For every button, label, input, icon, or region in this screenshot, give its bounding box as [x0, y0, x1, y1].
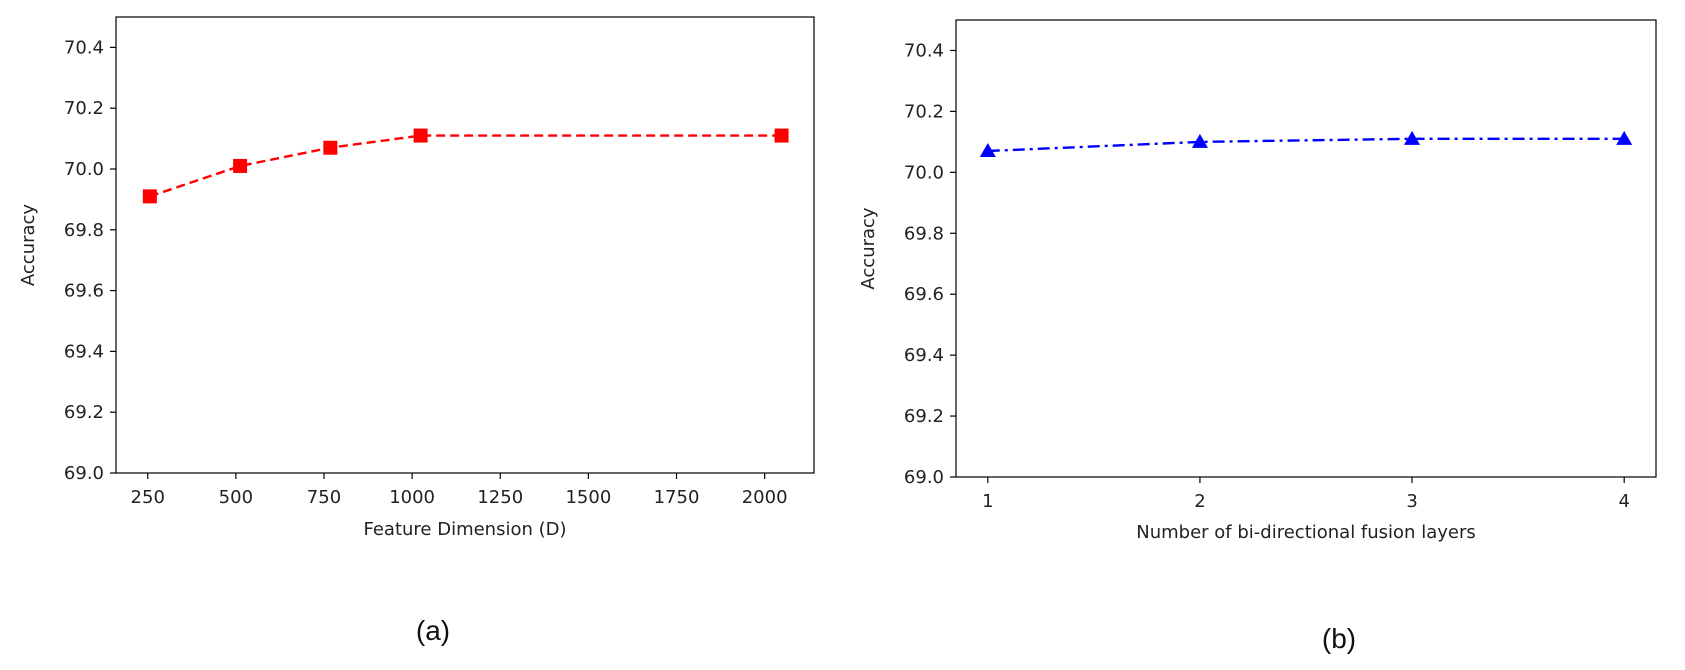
y-tick-label: 69.2 — [64, 402, 104, 423]
chart-b: 69.0 69.2 69.4 69.6 69.8 70.0 70.2 70.4 1 2 3 4 Numb… — [858, 19, 1657, 654]
data-point — [1404, 130, 1421, 145]
chart-caption: (a) — [416, 615, 450, 646]
data-point — [142, 189, 157, 204]
y-tick-label: 69.6 — [64, 281, 104, 302]
y-axis-label: Accuracy — [858, 207, 879, 290]
y-tick-label: 70.0 — [64, 159, 104, 180]
x-tick-label: 3 — [1406, 491, 1417, 512]
y-tick-label: 70.4 — [64, 37, 104, 58]
x-tick-label: 250 — [131, 487, 165, 508]
data-point — [323, 140, 338, 155]
y-axis-label: Accuracy — [18, 204, 39, 287]
series-line — [987, 137, 1625, 153]
data-point — [233, 158, 248, 173]
x-tick-label: 1750 — [654, 487, 700, 508]
x-tick-label: 750 — [307, 487, 341, 508]
data-point — [979, 143, 996, 158]
x-tick-label: 4 — [1618, 491, 1629, 512]
x-tick-label: 1500 — [565, 487, 611, 508]
x-tick-label: 2000 — [742, 487, 788, 508]
y-tick-label: 69.0 — [64, 463, 104, 484]
plot-frame — [115, 16, 815, 474]
y-tick-label: 70.2 — [64, 98, 104, 119]
x-axis-label: Number of bi-directional fusion layers — [1136, 522, 1475, 543]
y-tick-label: 69.4 — [904, 345, 944, 366]
x-tick-label: 1000 — [389, 487, 435, 508]
data-point — [413, 128, 428, 143]
y-tick-label: 70.0 — [904, 162, 944, 183]
chart-caption: (b) — [1322, 623, 1356, 654]
y-tick-label: 69.8 — [904, 223, 944, 244]
y-tick-label: 69.0 — [904, 467, 944, 488]
y-tick-label: 69.8 — [64, 220, 104, 241]
y-tick-label: 69.4 — [64, 341, 104, 362]
data-point — [1616, 130, 1633, 145]
data-point — [774, 128, 789, 143]
x-tick-label: 1 — [982, 491, 993, 512]
x-tick-label: 500 — [219, 487, 253, 508]
y-tick-label: 70.4 — [904, 40, 944, 61]
x-tick-label: 1250 — [477, 487, 523, 508]
x-axis-label: Feature Dimension (D) — [363, 519, 566, 540]
x-tick-label: 2 — [1194, 491, 1205, 512]
y-tick-label: 69.2 — [904, 406, 944, 427]
data-point — [1191, 133, 1208, 148]
chart-a: 69.0 69.2 69.4 69.6 69.8 70.0 70.2 70.4 250 500 75… — [18, 16, 815, 646]
y-tick-label: 70.2 — [904, 101, 944, 122]
y-tick-label: 69.6 — [904, 284, 944, 305]
plot-frame — [955, 19, 1657, 478]
